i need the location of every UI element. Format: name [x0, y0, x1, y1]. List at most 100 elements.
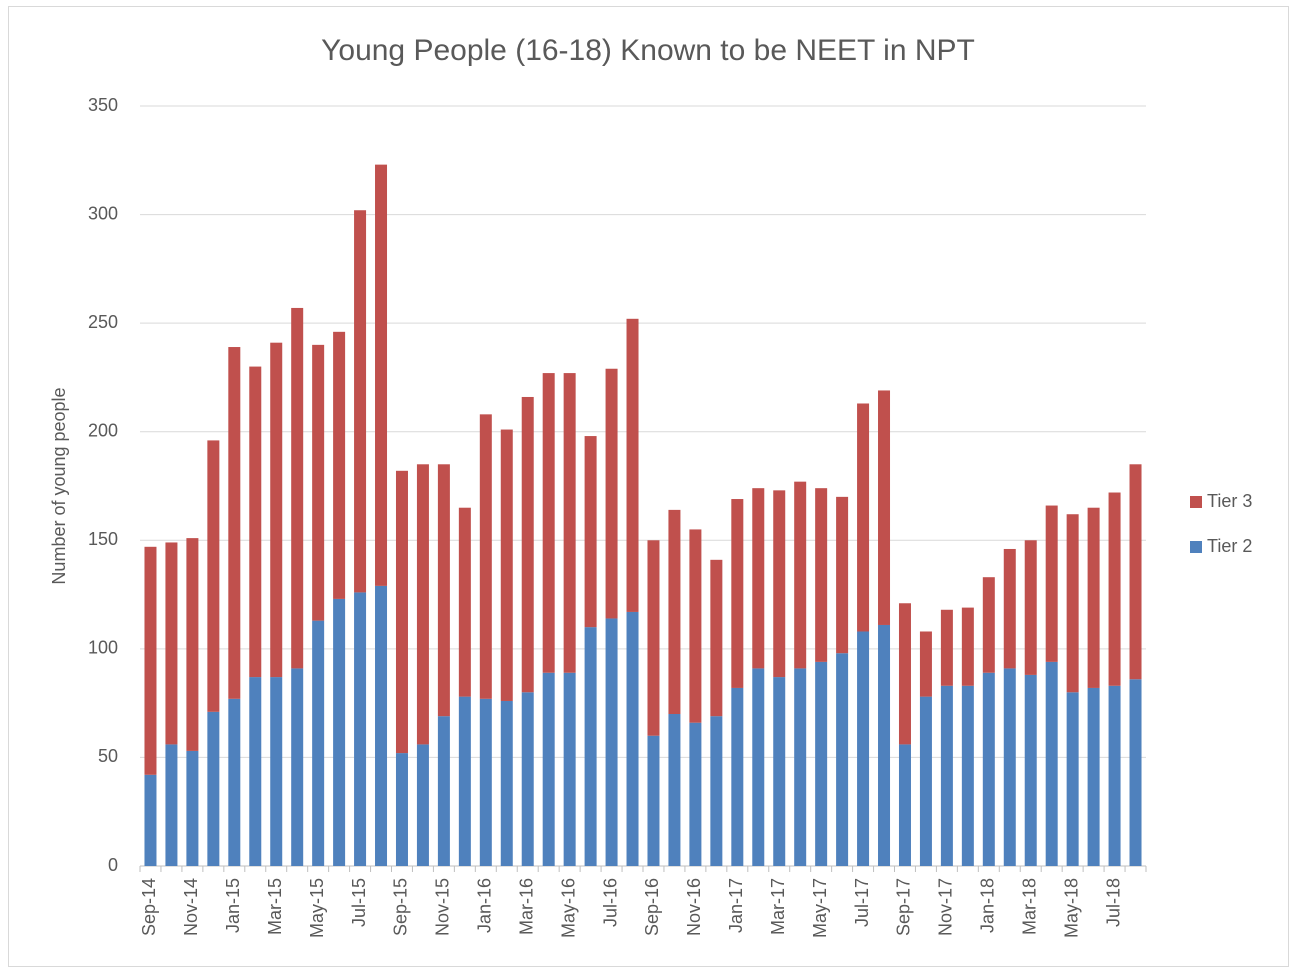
bar-segment	[375, 585, 388, 866]
x-tick-label: Sep-16	[642, 878, 662, 936]
bar-segment	[291, 307, 304, 669]
bar-segment	[186, 538, 199, 751]
bar-segment	[479, 414, 492, 699]
bar-segment	[626, 611, 639, 866]
x-tick-label: Jan-18	[978, 878, 998, 933]
bar-segment	[249, 677, 262, 866]
y-tick-label: 300	[88, 203, 118, 223]
bar-segment	[333, 331, 346, 599]
x-tick-label: Sep-14	[139, 878, 159, 936]
bar-segment	[584, 627, 597, 866]
x-tick-label: Mar-17	[768, 878, 788, 935]
bar-segment	[228, 347, 241, 699]
x-tick-label: Jan-17	[726, 878, 746, 933]
bar-segment	[521, 692, 534, 866]
x-tick-label: Jul-16	[600, 878, 620, 927]
bar-segment	[354, 210, 367, 593]
y-tick-label: 50	[98, 746, 118, 766]
bar-segment	[207, 711, 220, 866]
bar-segment	[500, 700, 513, 866]
bar-segment	[312, 344, 325, 621]
bar-segment	[186, 750, 199, 866]
bar-segment	[731, 499, 744, 688]
bar-segment	[982, 577, 995, 673]
bar-segment	[584, 436, 597, 628]
bar-segment	[689, 529, 702, 723]
bar-segment	[794, 668, 807, 866]
bar-segment	[354, 592, 367, 866]
bar-segment	[270, 342, 283, 678]
bar-segment	[961, 607, 974, 686]
x-tick-label: May-17	[810, 878, 830, 938]
x-tick-label: Mar-16	[516, 878, 536, 935]
bar-segment	[836, 496, 849, 654]
bar-segment	[1024, 674, 1037, 866]
y-tick-label: 0	[108, 855, 118, 875]
bar-segment	[919, 696, 932, 866]
bar-segment	[228, 698, 241, 866]
x-tick-label: Nov-17	[936, 878, 956, 936]
bar-segment	[1087, 687, 1100, 866]
bar-segment	[773, 490, 786, 678]
bar-segment	[857, 631, 870, 866]
bar-segment	[940, 609, 953, 686]
x-tick-label: May-16	[558, 878, 578, 938]
x-tick-label: Jul-17	[852, 878, 872, 927]
bar-segment	[437, 716, 450, 866]
bar-segment	[375, 164, 388, 586]
bar-segment	[878, 624, 891, 866]
x-tick-label: Jul-18	[1103, 878, 1123, 927]
bar-segment	[542, 373, 555, 673]
x-tick-label: Mar-18	[1019, 878, 1039, 935]
bar-segment	[144, 774, 157, 866]
bar-segment	[165, 542, 178, 745]
x-tick-label: Jan-15	[223, 878, 243, 933]
bar-segment	[542, 672, 555, 866]
bar-segment	[982, 672, 995, 866]
x-tick-label: Nov-16	[684, 878, 704, 936]
bar-segment	[416, 744, 429, 866]
legend-swatch	[1190, 496, 1202, 508]
bar-segment	[647, 540, 660, 736]
bar-segment	[1066, 514, 1079, 693]
legend-label: Tier 3	[1207, 491, 1252, 511]
x-tick-label: Mar-15	[265, 878, 285, 935]
x-tick-label: May-15	[307, 878, 327, 938]
bar-segment	[668, 714, 681, 866]
bar-segment	[1045, 505, 1058, 662]
bar-segment	[1129, 464, 1142, 680]
bar-segment	[836, 653, 849, 866]
x-tick-label: Sep-15	[391, 878, 411, 936]
bar-segment	[207, 440, 220, 712]
x-tick-label: May-18	[1061, 878, 1081, 938]
bar-segment	[1003, 668, 1016, 866]
bar-segment	[312, 620, 325, 866]
x-tick-label: Jan-16	[475, 878, 495, 933]
bar-segment	[668, 509, 681, 714]
bar-segment	[794, 481, 807, 669]
bar-segment	[1003, 548, 1016, 669]
bar-segment	[1045, 661, 1058, 866]
x-tick-label: Nov-15	[433, 878, 453, 936]
bar-segment	[857, 403, 870, 632]
legend-swatch	[1190, 541, 1202, 553]
bar-segment	[563, 373, 576, 673]
bar-segment	[961, 685, 974, 866]
bar-segment	[815, 488, 828, 662]
bar-segment	[437, 464, 450, 717]
bar-segment	[940, 685, 953, 866]
bar-segment	[626, 318, 639, 612]
x-tick-label: Jul-15	[349, 878, 369, 927]
bar-segment	[165, 744, 178, 866]
bar-segment	[395, 470, 408, 754]
bar-segment	[395, 753, 408, 866]
bar-segment	[752, 488, 765, 669]
legend-label: Tier 2	[1207, 536, 1252, 556]
bar-segment	[898, 744, 911, 866]
bar-segment	[919, 631, 932, 697]
bar-segment	[521, 396, 534, 693]
x-tick-label: Sep-17	[894, 878, 914, 936]
bar-segment	[647, 735, 660, 866]
bar-segment	[1066, 692, 1079, 866]
bar-segment	[605, 368, 618, 619]
